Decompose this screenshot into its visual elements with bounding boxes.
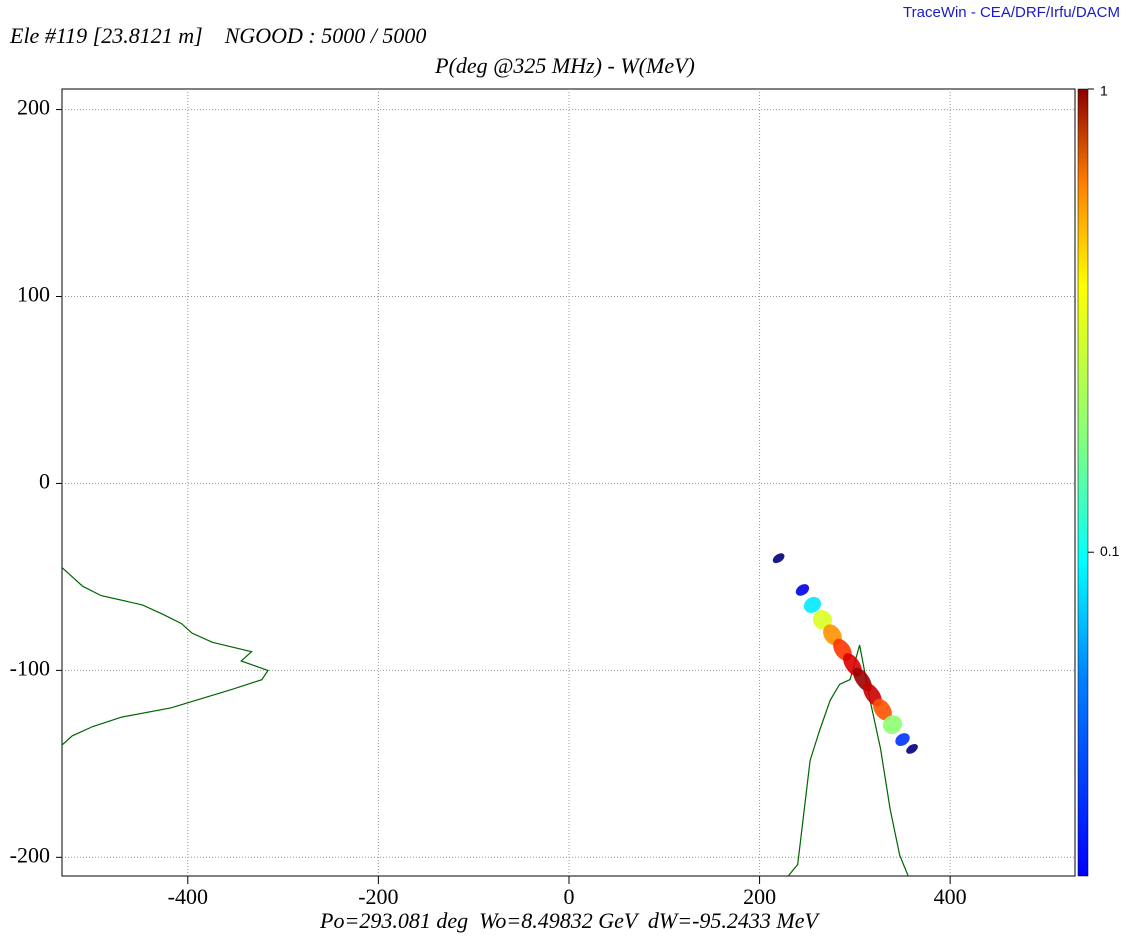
density-point bbox=[906, 743, 918, 754]
density-point bbox=[812, 610, 833, 630]
footer: Po=293.081 deg Wo=8.49832 GeV dW=-95.243… bbox=[319, 908, 820, 933]
x-tick-label: -200 bbox=[358, 884, 398, 909]
y-tick-label: 100 bbox=[17, 282, 50, 307]
chart-title: P(deg @325 MHz) - W(MeV) bbox=[434, 53, 695, 78]
density-point bbox=[803, 596, 822, 613]
density-point bbox=[873, 698, 892, 721]
y-tick-label: 0 bbox=[39, 468, 50, 493]
y-tick-label: -200 bbox=[10, 842, 50, 867]
x-tick-label: 0 bbox=[563, 884, 574, 909]
density-point bbox=[772, 553, 785, 564]
colorbar bbox=[1077, 88, 1089, 877]
density-point bbox=[895, 733, 910, 746]
y-tick-label: -100 bbox=[10, 655, 50, 680]
x-tick-label: -400 bbox=[168, 884, 208, 909]
colorbar-tick-label: 1 bbox=[1100, 83, 1108, 99]
y-tick-label: 200 bbox=[17, 95, 50, 120]
app-label: TraceWin - CEA/DRF/Irfu/DACM bbox=[903, 4, 1120, 21]
x-tick-label: 400 bbox=[934, 884, 967, 909]
x-tick-label: 200 bbox=[743, 884, 776, 909]
density-point bbox=[795, 584, 810, 596]
header: Ele #119 [23.8121 m] NGOOD : 5000 / 5000 bbox=[9, 23, 426, 48]
p-profile bbox=[787, 644, 909, 877]
colorbar-tick-label: 0.1 bbox=[1100, 543, 1120, 559]
density-point bbox=[882, 715, 903, 734]
w-profile bbox=[61, 567, 269, 746]
